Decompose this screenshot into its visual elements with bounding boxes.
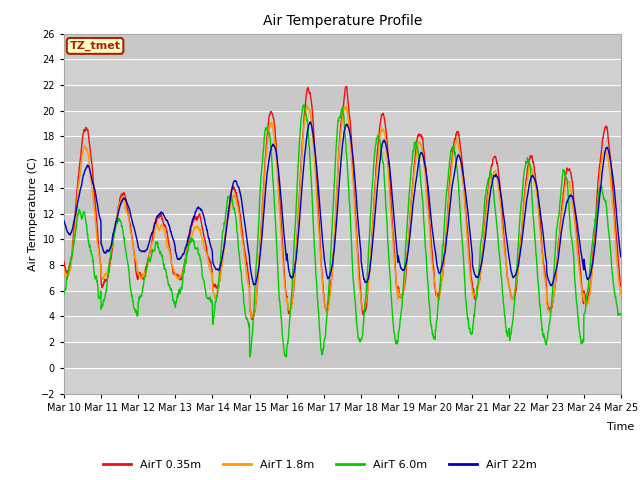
Bar — [64, 34, 621, 60]
Bar — [64, 60, 621, 85]
Title: Air Temperature Profile: Air Temperature Profile — [262, 14, 422, 28]
X-axis label: Time: Time — [607, 422, 634, 432]
Bar — [64, 85, 621, 111]
Bar — [64, 162, 621, 188]
Bar — [64, 291, 621, 316]
Bar — [64, 316, 621, 342]
Bar — [64, 188, 621, 214]
Text: TZ_tmet: TZ_tmet — [70, 41, 120, 51]
Y-axis label: Air Termperature (C): Air Termperature (C) — [28, 156, 38, 271]
Bar — [64, 265, 621, 291]
Bar — [64, 111, 621, 136]
Bar — [64, 240, 621, 265]
Bar — [64, 342, 621, 368]
Bar — [64, 368, 621, 394]
Bar — [64, 214, 621, 240]
Bar — [64, 136, 621, 162]
Legend: AirT 0.35m, AirT 1.8m, AirT 6.0m, AirT 22m: AirT 0.35m, AirT 1.8m, AirT 6.0m, AirT 2… — [99, 456, 541, 474]
